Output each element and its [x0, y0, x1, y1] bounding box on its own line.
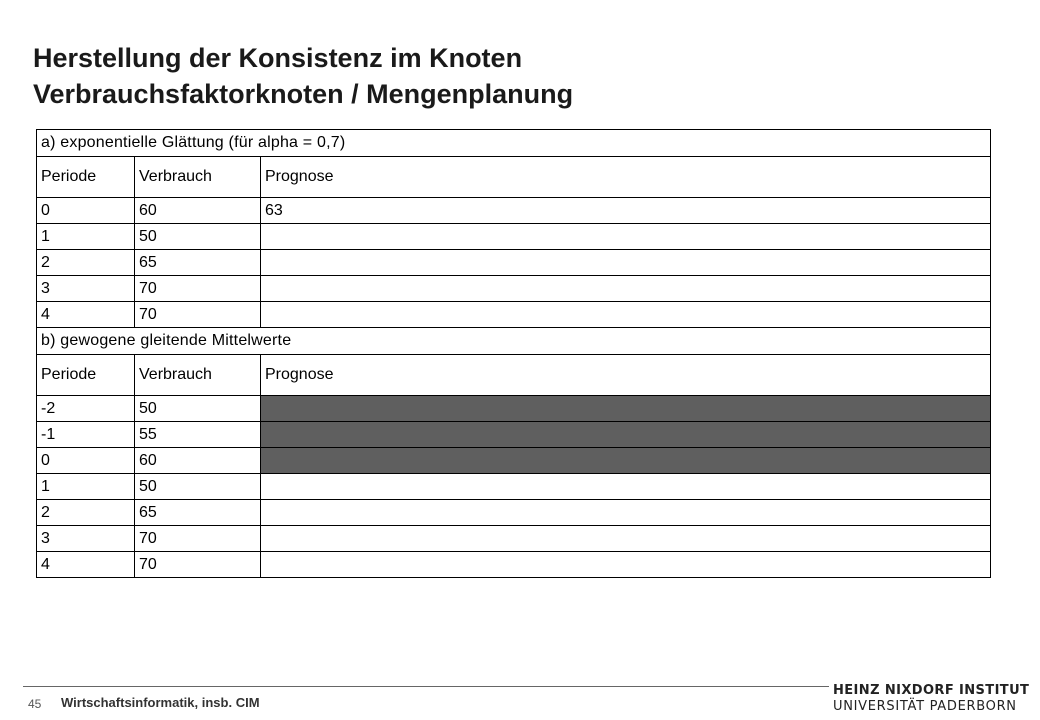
periode-cell: 3 [36, 525, 135, 552]
verbrauch-cell: 55 [134, 421, 261, 448]
prognose-cell [259, 301, 992, 328]
prognose-cell [259, 499, 992, 526]
periode-cell: 4 [36, 551, 135, 578]
column-header-verbrauch: Verbrauch [134, 354, 261, 396]
prognose-cell [259, 275, 992, 302]
verbrauch-cell: 70 [134, 551, 261, 578]
institute-logo: HEINZ NIXDORF INSTITUT UNIVERSITÄT PADER… [833, 683, 1030, 715]
footer-divider [23, 686, 829, 687]
prognose-cell [259, 249, 992, 276]
table-row: 4 70 [36, 301, 992, 328]
column-header-verbrauch: Verbrauch [134, 156, 261, 198]
title-line-2: Verbrauchsfaktorknoten / Mengenplanung [33, 79, 574, 109]
table-row: 0 60 [36, 447, 992, 474]
table-row: -2 50 [36, 395, 992, 422]
table-row: 1 50 [36, 473, 992, 500]
verbrauch-cell: 60 [134, 447, 261, 474]
verbrauch-cell: 65 [134, 499, 261, 526]
section-b-heading-row: b) gewogene gleitende Mittelwerte [35, 327, 992, 355]
table-row: 2 65 [36, 499, 992, 526]
logo-line-2: UNIVERSITÄT PADERBORN [833, 699, 1017, 714]
verbrauch-cell: 70 [134, 301, 261, 328]
prognose-cell [259, 223, 992, 250]
section-b-header-row: Periode Verbrauch Prognose [36, 354, 992, 396]
table-row: 4 70 [36, 551, 992, 578]
periode-cell: -1 [36, 421, 135, 448]
verbrauch-cell: 50 [134, 473, 261, 500]
periode-cell: 1 [36, 473, 135, 500]
verbrauch-cell: 70 [134, 275, 261, 302]
prognose-cell-shaded [259, 421, 992, 448]
verbrauch-cell: 70 [134, 525, 261, 552]
verbrauch-cell: 60 [134, 197, 261, 224]
column-header-periode: Periode [36, 354, 135, 396]
periode-cell: 0 [36, 447, 135, 474]
table-row: 0 60 63 [36, 197, 992, 224]
section-a-heading-row: a) exponentielle Glättung (für alpha = 0… [35, 129, 992, 157]
logo-line-1: HEINZ NIXDORF INSTITUT [833, 683, 1030, 698]
section-a-heading: a) exponentielle Glättung (für alpha = 0… [35, 129, 992, 157]
slide-title: Herstellung der Konsistenz im Knoten Ver… [33, 40, 573, 112]
title-line-1: Herstellung der Konsistenz im Knoten [33, 43, 523, 73]
column-header-prognose: Prognose [259, 156, 992, 198]
prognose-cell [259, 473, 992, 500]
periode-cell: 4 [36, 301, 135, 328]
periode-cell: 3 [36, 275, 135, 302]
column-header-periode: Periode [36, 156, 135, 198]
table-row: 2 65 [36, 249, 992, 276]
table-row: 1 50 [36, 223, 992, 250]
verbrauch-cell: 65 [134, 249, 261, 276]
verbrauch-cell: 50 [134, 395, 261, 422]
periode-cell: 2 [36, 249, 135, 276]
table-row: -1 55 [36, 421, 992, 448]
verbrauch-cell: 50 [134, 223, 261, 250]
section-a-header-row: Periode Verbrauch Prognose [36, 156, 992, 198]
footer-department: Wirtschaftsinformatik, insb. CIM [61, 695, 260, 710]
prognose-cell-shaded [259, 447, 992, 474]
prognose-cell: 63 [259, 197, 992, 224]
prognose-cell [259, 525, 992, 552]
prognose-cell [259, 551, 992, 578]
periode-cell: -2 [36, 395, 135, 422]
section-b-heading: b) gewogene gleitende Mittelwerte [35, 327, 992, 355]
periode-cell: 2 [36, 499, 135, 526]
table-row: 3 70 [36, 275, 992, 302]
periode-cell: 1 [36, 223, 135, 250]
forecast-table: a) exponentielle Glättung (für alpha = 0… [35, 129, 992, 578]
column-header-prognose: Prognose [259, 354, 992, 396]
page-number: 45 [28, 697, 42, 711]
prognose-cell-shaded [259, 395, 992, 422]
table-row: 3 70 [36, 525, 992, 552]
periode-cell: 0 [36, 197, 135, 224]
